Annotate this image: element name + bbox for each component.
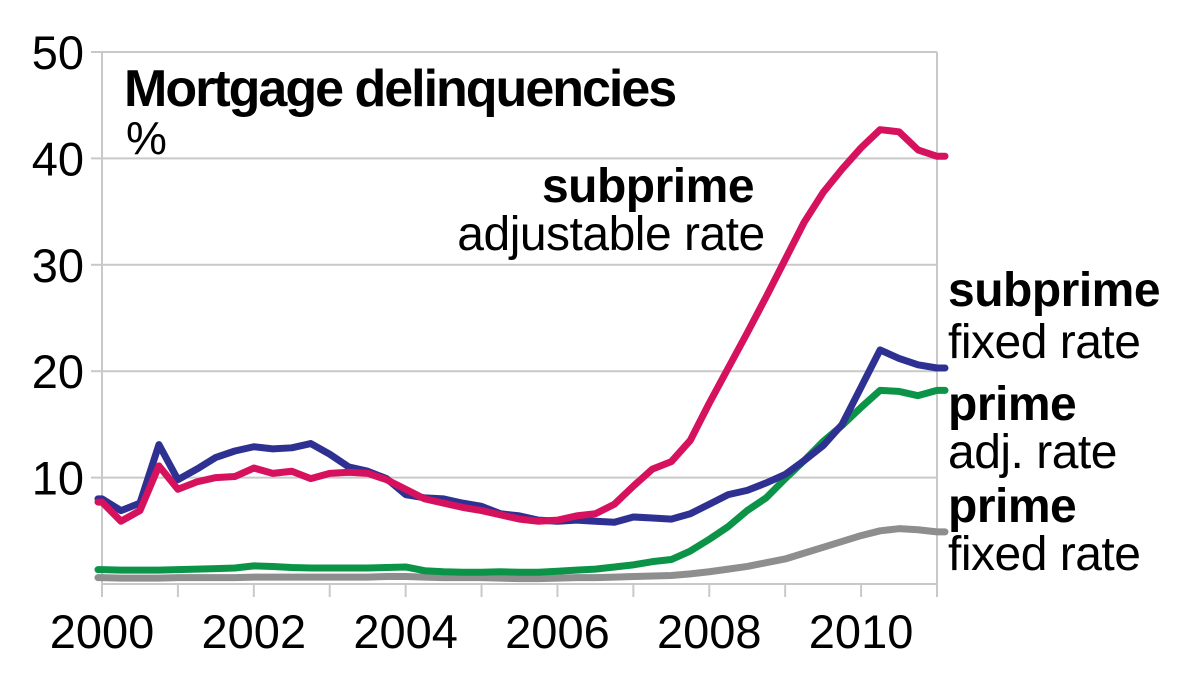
series-line-prime_arm bbox=[94, 386, 949, 576]
legend-prime-fixed-line2: fixed rate bbox=[948, 528, 1140, 581]
legend-prime-adjustable: prime adj. rate bbox=[948, 378, 1117, 479]
series-line-subprime_fixed bbox=[94, 346, 949, 526]
y-tick-label-10: 10 bbox=[32, 452, 84, 505]
series-line-subprime_arm bbox=[94, 126, 949, 525]
x-tick-label-2002: 2002 bbox=[202, 605, 307, 658]
x-tick-label-2010: 2010 bbox=[809, 605, 914, 658]
legend-subprime-arm-line2: adjustable rate bbox=[457, 208, 764, 261]
legend-prime-arm-line2: adj. rate bbox=[948, 426, 1117, 479]
x-tick-label-2006: 2006 bbox=[505, 605, 610, 658]
chart-title: Mortgage delinquencies bbox=[124, 60, 675, 118]
legend-prime-fixed-line1: prime bbox=[948, 480, 1076, 533]
legend-prime-arm-line1: prime bbox=[948, 378, 1076, 431]
x-tick-label-2004: 2004 bbox=[353, 605, 458, 658]
y-tick-label-50: 50 bbox=[32, 26, 84, 79]
legend-subprime-fixed: subprime fixed rate bbox=[948, 264, 1161, 369]
series-line-prime_fixed bbox=[94, 525, 949, 583]
chart-header: Mortgage delinquencies % bbox=[124, 60, 677, 164]
legend-subprime-fixed-line2: fixed rate bbox=[948, 316, 1140, 369]
series-layer bbox=[94, 126, 949, 583]
y-tick-label-30: 30 bbox=[32, 239, 84, 292]
grid-layer bbox=[91, 51, 938, 597]
x-tick-label-2008: 2008 bbox=[657, 605, 762, 658]
x-tick-label-2000: 2000 bbox=[50, 605, 155, 658]
y-axis-unit-label: % bbox=[126, 112, 167, 164]
legend-prime-fixed: prime fixed rate bbox=[948, 480, 1141, 581]
y-tick-label-20: 20 bbox=[32, 345, 84, 398]
y-tick-label-40: 40 bbox=[32, 132, 84, 185]
legend-subprime-adjustable: subprime adjustable rate bbox=[457, 160, 765, 261]
legend-subprime-fixed-line1: subprime bbox=[948, 264, 1160, 317]
axis-label-layer: 10 20 30 40 50 2000 2002 2004 2006 2008 2010 bbox=[32, 26, 914, 658]
legend-subprime-arm-line1: subprime bbox=[542, 160, 754, 213]
